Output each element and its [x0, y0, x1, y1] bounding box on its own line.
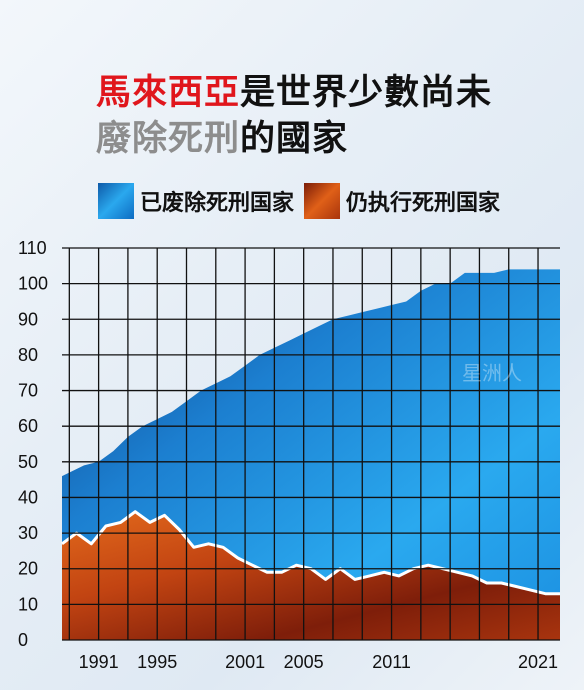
- y-tick-label: 50: [18, 452, 38, 472]
- y-tick-label: 40: [18, 487, 38, 507]
- chart-title: 馬來西亞是世界少數尚未 廢除死刑的國家: [96, 70, 492, 162]
- y-tick-label: 100: [18, 274, 48, 294]
- legend-swatch-abolished: [98, 183, 134, 219]
- y-tick-label: 70: [18, 381, 38, 401]
- legend: 已废除死刑国家 仍执行死刑国家: [98, 183, 510, 219]
- x-tick-label: 2021: [518, 652, 558, 672]
- x-tick-label: 1991: [79, 652, 119, 672]
- y-tick-label: 30: [18, 523, 38, 543]
- legend-label-abolished: 已废除死刑国家: [140, 191, 295, 216]
- x-tick-label: 2001: [225, 652, 265, 672]
- title-abolish: 廢除死刑: [96, 119, 241, 159]
- title-line1-rest: 是世界少數尚未: [240, 73, 493, 113]
- y-tick-label: 10: [18, 594, 38, 614]
- grid-layer: [62, 247, 560, 641]
- y-axis: 0 10 20 30 40 50 60 70 80 90 100 110: [18, 238, 48, 650]
- areas-layer: [61, 269, 560, 640]
- legend-label-retentionist: 仍执行死刑国家: [346, 191, 501, 216]
- y-tick-label: 90: [18, 309, 38, 329]
- legend-swatch-retentionist: [304, 183, 341, 219]
- title-line-2: 廢除死刑的國家: [96, 116, 492, 162]
- x-tick-label: 1995: [137, 652, 177, 672]
- title-malaysia: 馬來西亞: [96, 73, 241, 113]
- y-tick-label: 110: [18, 238, 47, 258]
- y-tick-label: 20: [18, 559, 38, 579]
- y-tick-label: 0: [18, 630, 28, 650]
- title-line-1: 馬來西亞是世界少數尚未: [96, 70, 492, 116]
- title-line2-rest: 的國家: [240, 119, 349, 159]
- x-tick-label: 2005: [284, 652, 324, 672]
- y-tick-label: 60: [18, 416, 38, 436]
- x-tick-label: 2011: [372, 652, 411, 672]
- y-tick-label: 80: [18, 345, 38, 365]
- x-axis: 1991 1995 2001 2005 2011 2021: [79, 652, 558, 672]
- watermark: 星洲人: [462, 361, 522, 385]
